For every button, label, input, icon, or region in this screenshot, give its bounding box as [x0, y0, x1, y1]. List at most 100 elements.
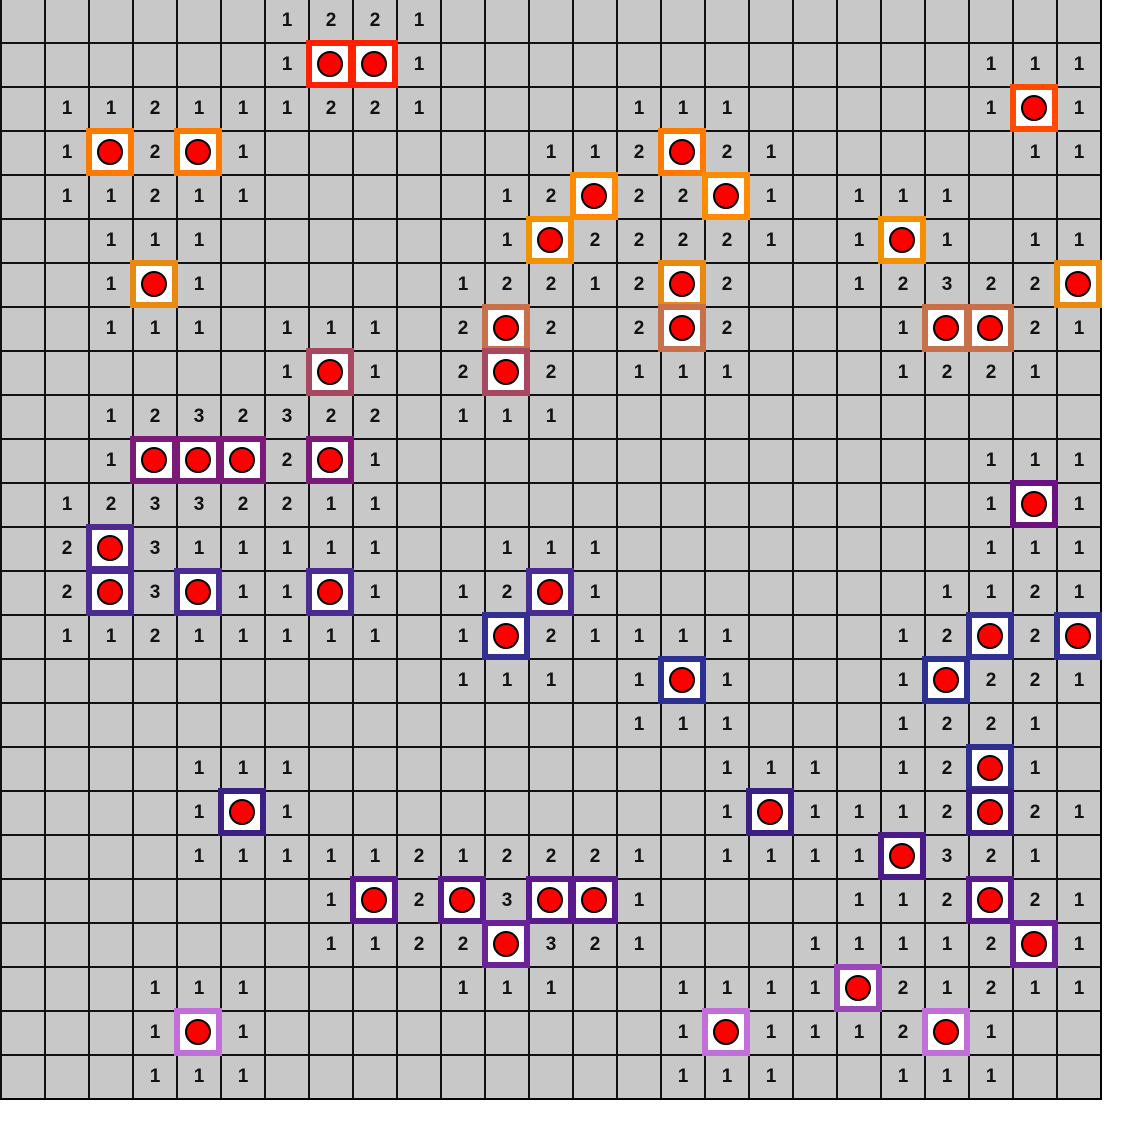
number-cell[interactable]: 1 [528, 658, 572, 702]
number-cell[interactable]: 2 [308, 394, 352, 438]
number-cell[interactable]: 1 [220, 526, 264, 570]
number-cell[interactable]: 2 [616, 262, 660, 306]
empty-cell[interactable] [968, 0, 1012, 42]
empty-cell[interactable] [308, 658, 352, 702]
mine-cell[interactable] [482, 920, 530, 968]
number-cell[interactable]: 1 [264, 834, 308, 878]
empty-cell[interactable] [748, 86, 792, 130]
number-cell[interactable]: 1 [220, 834, 264, 878]
number-cell[interactable]: 2 [880, 1010, 924, 1054]
number-cell[interactable]: 1 [176, 174, 220, 218]
empty-cell[interactable] [396, 130, 440, 174]
number-cell[interactable]: 1 [44, 86, 88, 130]
mine-cell[interactable] [482, 612, 530, 660]
empty-cell[interactable] [748, 350, 792, 394]
number-cell[interactable]: 1 [44, 130, 88, 174]
number-cell[interactable]: 1 [484, 658, 528, 702]
number-cell[interactable]: 2 [484, 834, 528, 878]
number-cell[interactable]: 1 [660, 614, 704, 658]
empty-cell[interactable] [1056, 834, 1100, 878]
empty-cell[interactable] [308, 174, 352, 218]
number-cell[interactable]: 2 [1012, 614, 1056, 658]
number-cell[interactable]: 2 [704, 218, 748, 262]
number-cell[interactable]: 2 [968, 658, 1012, 702]
number-cell[interactable]: 2 [704, 262, 748, 306]
empty-cell[interactable] [748, 526, 792, 570]
empty-cell[interactable] [88, 922, 132, 966]
number-cell[interactable]: 1 [968, 526, 1012, 570]
number-cell[interactable]: 2 [1012, 878, 1056, 922]
number-cell[interactable]: 1 [264, 350, 308, 394]
number-cell[interactable]: 1 [264, 614, 308, 658]
empty-cell[interactable] [616, 790, 660, 834]
empty-cell[interactable] [220, 878, 264, 922]
empty-cell[interactable] [1012, 0, 1056, 42]
number-cell[interactable]: 1 [44, 482, 88, 526]
empty-cell[interactable] [0, 702, 44, 746]
number-cell[interactable]: 2 [924, 878, 968, 922]
empty-cell[interactable] [792, 306, 836, 350]
empty-cell[interactable] [792, 614, 836, 658]
empty-cell[interactable] [836, 702, 880, 746]
mine-cell[interactable] [746, 788, 794, 836]
mine-cell[interactable] [966, 788, 1014, 836]
empty-cell[interactable] [1012, 394, 1056, 438]
mine-cell[interactable] [526, 216, 574, 264]
empty-cell[interactable] [836, 86, 880, 130]
empty-cell[interactable] [748, 438, 792, 482]
empty-cell[interactable] [44, 834, 88, 878]
empty-cell[interactable] [396, 526, 440, 570]
empty-cell[interactable] [220, 306, 264, 350]
number-cell[interactable]: 1 [968, 1010, 1012, 1054]
empty-cell[interactable] [264, 922, 308, 966]
empty-cell[interactable] [836, 482, 880, 526]
empty-cell[interactable] [264, 174, 308, 218]
empty-cell[interactable] [440, 746, 484, 790]
empty-cell[interactable] [0, 394, 44, 438]
empty-cell[interactable] [572, 394, 616, 438]
empty-cell[interactable] [792, 218, 836, 262]
empty-cell[interactable] [660, 790, 704, 834]
number-cell[interactable]: 3 [176, 394, 220, 438]
number-cell[interactable]: 2 [44, 526, 88, 570]
empty-cell[interactable] [132, 42, 176, 86]
number-cell[interactable]: 3 [264, 394, 308, 438]
number-cell[interactable]: 1 [132, 1054, 176, 1098]
number-cell[interactable]: 1 [264, 42, 308, 86]
empty-cell[interactable] [132, 878, 176, 922]
number-cell[interactable]: 2 [352, 0, 396, 42]
empty-cell[interactable] [132, 658, 176, 702]
empty-cell[interactable] [660, 0, 704, 42]
number-cell[interactable]: 1 [748, 746, 792, 790]
number-cell[interactable]: 1 [616, 878, 660, 922]
number-cell[interactable]: 1 [440, 834, 484, 878]
empty-cell[interactable] [440, 526, 484, 570]
number-cell[interactable]: 1 [1056, 438, 1100, 482]
mine-cell[interactable] [306, 568, 354, 616]
empty-cell[interactable] [924, 130, 968, 174]
empty-cell[interactable] [704, 0, 748, 42]
empty-cell[interactable] [264, 1054, 308, 1098]
empty-cell[interactable] [836, 658, 880, 702]
empty-cell[interactable] [396, 350, 440, 394]
empty-cell[interactable] [528, 1054, 572, 1098]
empty-cell[interactable] [704, 438, 748, 482]
empty-cell[interactable] [572, 966, 616, 1010]
empty-cell[interactable] [792, 658, 836, 702]
number-cell[interactable]: 2 [660, 174, 704, 218]
empty-cell[interactable] [44, 350, 88, 394]
number-cell[interactable]: 1 [836, 790, 880, 834]
number-cell[interactable]: 2 [352, 86, 396, 130]
empty-cell[interactable] [0, 86, 44, 130]
number-cell[interactable]: 1 [88, 614, 132, 658]
empty-cell[interactable] [0, 218, 44, 262]
number-cell[interactable]: 2 [968, 350, 1012, 394]
empty-cell[interactable] [528, 86, 572, 130]
empty-cell[interactable] [44, 922, 88, 966]
empty-cell[interactable] [484, 130, 528, 174]
empty-cell[interactable] [792, 42, 836, 86]
number-cell[interactable]: 1 [88, 86, 132, 130]
empty-cell[interactable] [924, 394, 968, 438]
mine-cell[interactable] [218, 788, 266, 836]
empty-cell[interactable] [220, 658, 264, 702]
